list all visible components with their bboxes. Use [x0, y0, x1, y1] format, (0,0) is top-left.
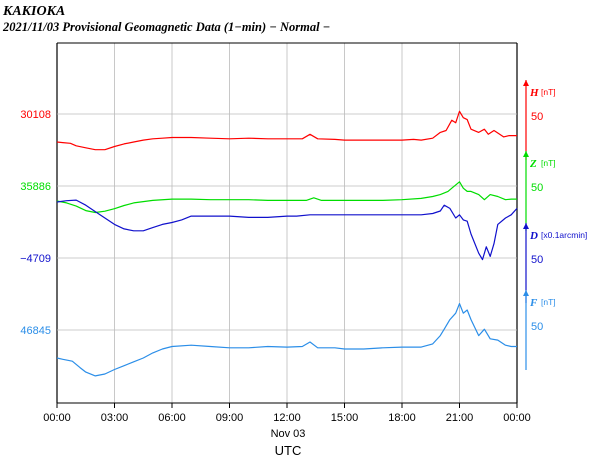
series-line-H	[56, 110, 517, 151]
chart-subtitle: 2021/11/03 Provisional Geomagnetic Data …	[2, 20, 330, 34]
right-scale-bars: H [nT]50Z [nT]50D [x0.1arcmin]50F [nT]50	[523, 80, 587, 370]
data-curves	[56, 110, 518, 377]
x-tick-label-3: 09:00	[216, 412, 244, 424]
left-baseline-labels: 30108 35886 −4709 46845	[20, 109, 51, 337]
scale-value-F: 50	[531, 321, 543, 333]
station-title: KAKIOKA	[2, 4, 65, 19]
left-label-H: 30108	[20, 109, 51, 121]
date-label: Nov 03	[271, 428, 306, 440]
scale-arrow-F	[523, 290, 529, 296]
scale-name-Z: Z	[529, 158, 537, 170]
x-tick-label-7: 21:00	[446, 412, 474, 424]
scale-arrow-Z	[523, 151, 529, 157]
series-line-F	[56, 303, 517, 377]
x-tick-labels: 00:00 03:00 06:00 09:00 12:00 15:00 18:00 21:00…	[43, 412, 531, 424]
scale-value-D: 50	[531, 254, 543, 266]
scale-name-D: D	[529, 230, 538, 242]
scale-value-H: 50	[531, 111, 543, 123]
scale-name-F: F	[529, 297, 538, 309]
grid-lines	[56, 42, 518, 408]
left-label-F: 46845	[20, 325, 51, 337]
x-tick-label-8: 00:00	[503, 412, 531, 424]
scale-value-Z: 50	[531, 182, 543, 194]
scale-name-H: H	[529, 87, 539, 99]
series-line-D	[56, 199, 518, 261]
left-label-Z: 35886	[20, 181, 51, 193]
x-tick-label-6: 18:00	[388, 412, 416, 424]
x-tick-label-4: 12:00	[273, 412, 301, 424]
x-tick-label-2: 06:00	[158, 412, 186, 424]
series-line-Z	[56, 181, 517, 214]
scale-arrow-H	[523, 80, 529, 86]
scale-unit-F: [nT]	[541, 297, 556, 307]
x-tick-label-5: 15:00	[331, 412, 359, 424]
x-tick-label-0: 00:00	[43, 412, 71, 424]
x-tick-label-1: 03:00	[101, 412, 129, 424]
left-label-D: −4709	[20, 253, 51, 265]
scale-unit-Z: [nT]	[541, 158, 556, 168]
scale-arrow-D	[523, 223, 529, 229]
x-axis-label: UTC	[275, 443, 302, 458]
scale-unit-H: [nT]	[541, 87, 556, 97]
scale-unit-D: [x0.1arcmin]	[541, 230, 587, 240]
